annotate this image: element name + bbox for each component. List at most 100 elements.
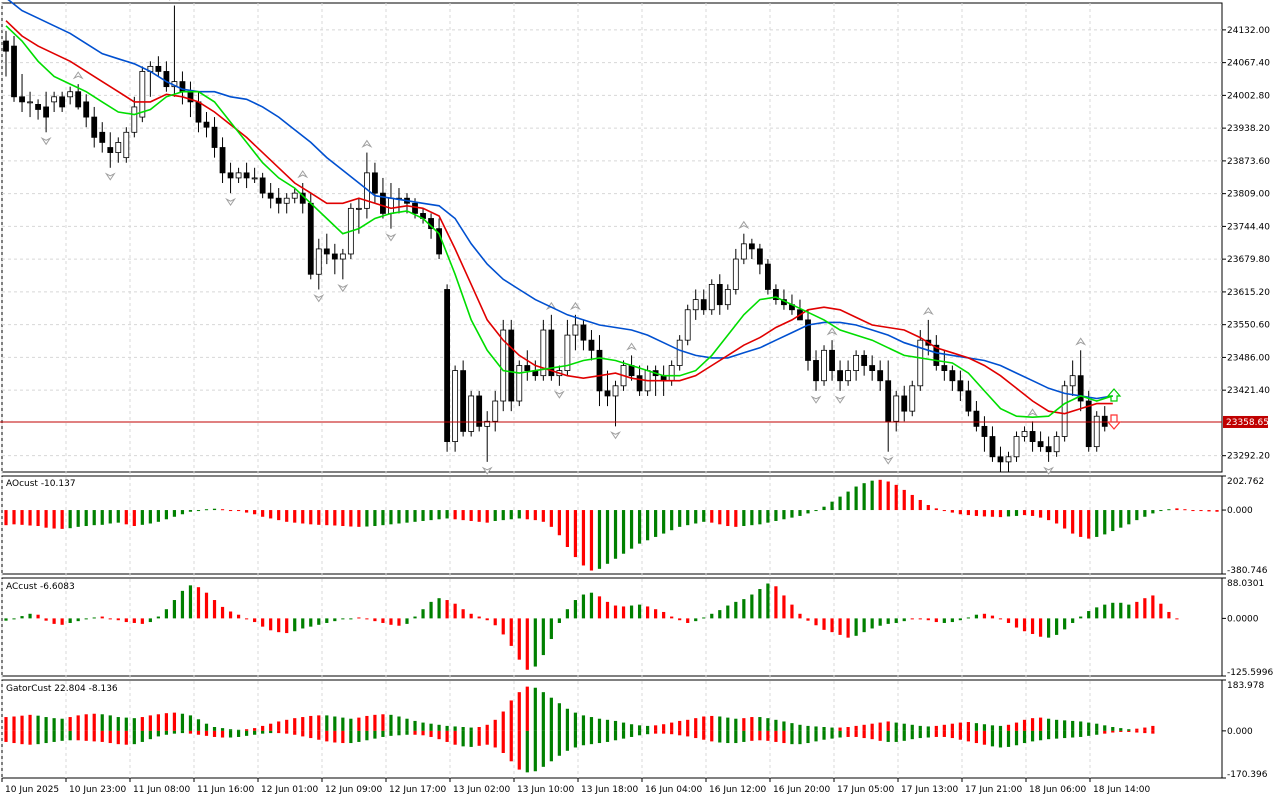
candle-body (668, 365, 675, 382)
histogram-bar (557, 618, 561, 623)
gator-upper-bar (68, 717, 72, 731)
histogram-bar (228, 510, 233, 512)
histogram-bar (180, 590, 185, 619)
price-axis[interactable]: 24132.00 24067.40 24002.80 23938.20 23873.60… (1222, 26, 1270, 462)
histogram-bar (670, 616, 674, 619)
gator-upper-bar (12, 716, 16, 731)
candle (331, 243, 338, 275)
histogram-bar (1143, 598, 1147, 619)
candle-body (211, 126, 218, 148)
gator-lower-bar (942, 730, 946, 737)
gator-lower-bar (1151, 730, 1155, 734)
gator-lower-bar (108, 730, 112, 744)
histogram-bar (477, 616, 481, 619)
gator-upper-bar (646, 725, 650, 731)
histogram-bar (694, 618, 698, 622)
histogram-bar (654, 609, 658, 619)
histogram-bar (950, 510, 954, 513)
price-pane[interactable] (0, 0, 1222, 475)
fractal-up-icon (1027, 408, 1039, 417)
gator-upper-bar (501, 711, 505, 731)
histogram-bar (333, 510, 337, 526)
gator-lower-bar (958, 730, 962, 740)
gator-lower-bar (253, 730, 257, 735)
histogram-bar (1055, 618, 1059, 635)
gator-lower-bar (990, 730, 995, 747)
candle (307, 193, 314, 280)
gator-lower-bar (212, 730, 217, 737)
histogram-bar (1087, 510, 1091, 539)
candle-body (909, 385, 916, 412)
gator-indicator-pane[interactable]: GatorCust 22.804 -8.136 183.978 0.000 -170… (4, 679, 1268, 780)
ac-indicator-pane[interactable]: ACcust -6.6083 88.0301 0.0000 -125.5996 (4, 577, 1273, 678)
histogram-bar (822, 618, 826, 630)
histogram-bar (1014, 618, 1019, 628)
histogram-bar (108, 618, 112, 620)
candle-body (700, 299, 707, 311)
histogram-bar (493, 618, 497, 626)
histogram-bar (830, 618, 834, 633)
histogram-bar (1014, 510, 1019, 516)
histogram-bar (734, 601, 738, 619)
candle (67, 86, 74, 105)
histogram-bar (277, 618, 281, 633)
gator-lower-bar (140, 730, 144, 742)
histogram-bar (1207, 510, 1211, 512)
ao-indicator-pane[interactable]: AOcust -10.137 202.762 0.000 -380.746 (4, 475, 1268, 576)
gator-lower-bar (269, 730, 273, 734)
gator-lower-bar (806, 730, 810, 744)
y-tick-label: 23615.20 (1227, 288, 1270, 298)
gator-upper-bar (397, 716, 401, 731)
candle-body (580, 324, 587, 341)
green-moving-average-line (5, 25, 1114, 419)
fractal-down-icon (385, 233, 397, 242)
x-tick-label: 11 Jun 16:00 (197, 785, 254, 795)
histogram-bar (509, 618, 513, 646)
candle-body (596, 349, 603, 392)
x-tick-label: 13 Jun 18:00 (581, 785, 638, 795)
candle (27, 91, 33, 118)
gator-lower-bar (621, 730, 626, 739)
gator-lower-bar (886, 730, 890, 742)
histogram-bar (52, 618, 56, 624)
gator-upper-bar (373, 714, 377, 731)
candle-body (564, 334, 571, 371)
candle (1037, 431, 1044, 452)
gator-upper-bar (886, 721, 890, 731)
histogram-bar (1047, 618, 1051, 638)
candle-body (612, 385, 619, 397)
histogram-bar (1095, 510, 1099, 537)
gator-lower-bar (678, 730, 682, 736)
gator-upper-bar (629, 724, 634, 731)
histogram-bar (140, 618, 144, 624)
gator-upper-bar (758, 717, 762, 731)
histogram-bar (766, 510, 770, 523)
signal-arrows (1106, 388, 1122, 430)
histogram-bar (389, 510, 393, 525)
candle-body (813, 360, 819, 382)
gator-upper-bar (1151, 725, 1155, 731)
candle (259, 172, 266, 199)
candle-body (35, 104, 41, 110)
gator-lower-bar (180, 730, 185, 734)
candle-body (75, 91, 82, 108)
candle-body (941, 365, 948, 371)
histogram-bar (758, 589, 762, 619)
gator-lower-bar (20, 730, 24, 745)
fractal-down-icon (481, 466, 493, 475)
histogram-bar (453, 603, 457, 619)
gator-lower-bar (453, 730, 457, 745)
y-tick-label: 24002.80 (1227, 91, 1270, 101)
histogram-bar (100, 510, 104, 525)
candle (821, 345, 827, 386)
histogram-bar (894, 618, 898, 623)
time-axis[interactable]: 10 Jun 2025 10 Jun 23:00 11 Jun 08:00 11 Ju… (1, 778, 1150, 795)
gator-upper-bar (637, 725, 642, 731)
histogram-bar (381, 618, 385, 623)
candle (684, 304, 691, 346)
candle-body (3, 40, 9, 52)
candle-body (508, 329, 515, 402)
gator-upper-bar (549, 697, 553, 731)
histogram-bar (637, 604, 642, 619)
